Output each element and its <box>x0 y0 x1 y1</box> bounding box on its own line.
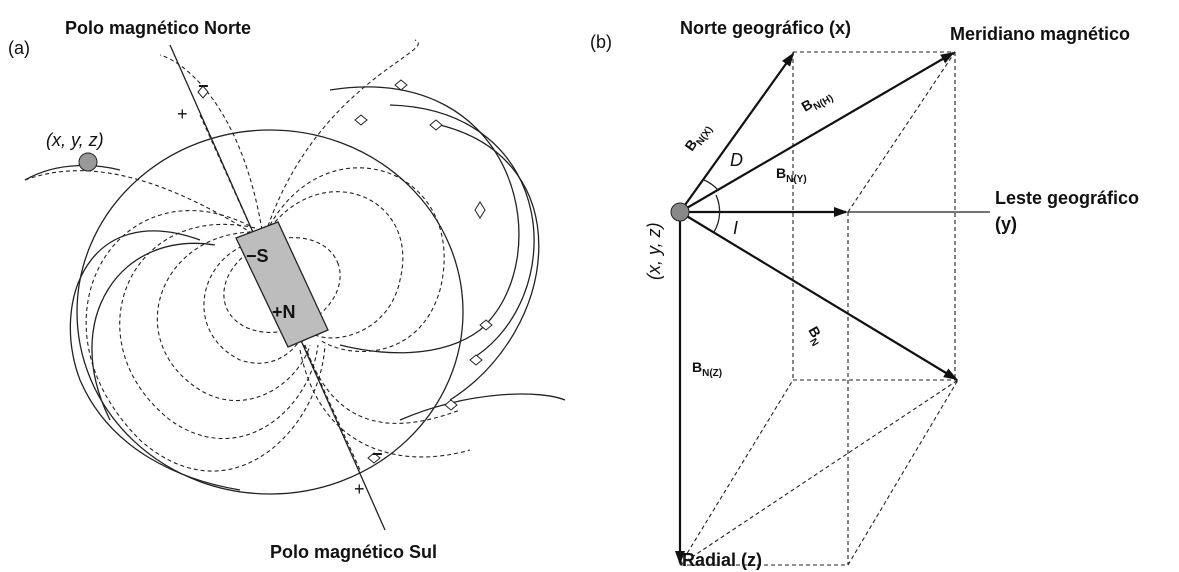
panel-label: (b) <box>590 32 612 52</box>
observation-point <box>79 153 97 171</box>
angle-d: D <box>730 150 743 170</box>
bny-label: BN(Y) <box>776 165 807 185</box>
north-label: Norte geográfico (x) <box>680 18 851 38</box>
bnz-label: BN(Z) <box>692 359 722 379</box>
east-axis-label: (y) <box>995 214 1017 234</box>
bar-magnet <box>236 222 328 347</box>
vector-bn <box>680 212 956 379</box>
bottom-plus: + <box>354 479 365 499</box>
panel-label: (a) <box>8 38 30 58</box>
projection-box <box>680 52 958 565</box>
point-label: (x, y, z) <box>644 222 664 280</box>
bnh-label: BN(H) <box>799 85 836 118</box>
panel-b: (b) Norte geográfico (x) Meridiano magné… <box>590 18 1139 570</box>
bn-label: BN <box>802 324 828 349</box>
meridian-label: Meridiano magnético <box>950 24 1130 44</box>
angle-i: I <box>733 218 738 238</box>
top-minus: − <box>198 76 209 96</box>
earth-outline <box>77 130 463 494</box>
bnx-label: BN(X) <box>681 119 715 156</box>
north-pole-label: Polo magnético Norte <box>65 18 251 38</box>
panel-a: (a) Polo magnético Norte Polo magnético … <box>8 18 565 562</box>
magnet-n-label: +N <box>272 302 296 322</box>
south-pole-label: Polo magnético Sul <box>270 542 437 562</box>
top-plus: + <box>177 104 188 124</box>
magnet-s-label: −S <box>246 246 269 266</box>
vector-bnx <box>680 54 793 212</box>
angle-d-arc <box>704 180 718 190</box>
point-label: (x, y, z) <box>46 130 104 150</box>
field-arrows <box>198 80 492 463</box>
diagram: (a) Polo magnético Norte Polo magnético … <box>0 0 1179 572</box>
angle-i-arc <box>714 195 720 232</box>
bottom-minus: − <box>372 444 383 464</box>
vector-bnh <box>680 53 953 212</box>
east-label: Leste geográfico <box>995 188 1139 208</box>
origin-point <box>671 203 689 221</box>
radial-label: Radial (z) <box>682 550 762 570</box>
